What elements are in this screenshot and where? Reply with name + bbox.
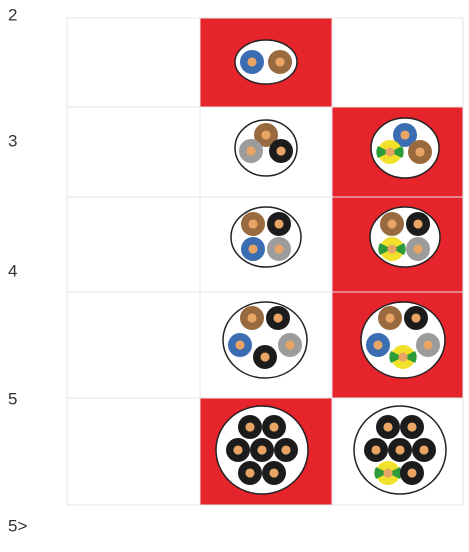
conductor-core: [419, 445, 429, 455]
cable-sheath: [230, 206, 302, 268]
conductor-core: [248, 244, 258, 254]
row-label: 2: [8, 5, 17, 24]
table-cell: [66, 106, 201, 198]
conductor-stripe: [390, 146, 404, 158]
table-cell: [66, 397, 201, 506]
conductor-core: [385, 313, 395, 323]
table-cell: [66, 17, 201, 108]
conductor-core: [276, 146, 286, 156]
conductor-core: [423, 340, 433, 350]
row-label: 4: [8, 261, 17, 280]
conductor-stripe: [403, 351, 417, 363]
conductor-core: [269, 422, 279, 432]
conductor-core: [275, 57, 285, 67]
conductor-core: [387, 244, 397, 254]
row-label: 5>: [8, 516, 27, 535]
conductor-core: [400, 130, 410, 140]
conductor-core: [248, 219, 258, 229]
conductor-core: [281, 445, 291, 455]
conductor-core: [247, 313, 257, 323]
conductor-core: [413, 219, 423, 229]
row-label: 3: [8, 131, 17, 150]
conductor-core: [261, 130, 271, 140]
conductor-core: [274, 219, 284, 229]
conductor-core: [407, 422, 417, 432]
conductor-core: [371, 445, 381, 455]
conductor-stripe: [392, 243, 406, 255]
conductor-core: [245, 468, 255, 478]
conductor-core: [260, 352, 270, 362]
row-label: 5: [8, 389, 17, 408]
conductor-core: [257, 445, 267, 455]
conductor-core: [398, 352, 408, 362]
conductor-core: [274, 244, 284, 254]
conductor-core: [269, 468, 279, 478]
conductor-stripe: [376, 146, 390, 158]
conductor-core: [373, 340, 383, 350]
conductor-core: [411, 313, 421, 323]
table-cell: [66, 291, 201, 399]
conductor-core: [413, 244, 423, 254]
conductor-core: [407, 468, 417, 478]
table-cell: [331, 17, 464, 108]
conductor-stripe: [378, 243, 392, 255]
conductor-stripe: [388, 467, 402, 479]
conductor-core: [395, 445, 405, 455]
conductor-core: [235, 340, 245, 350]
conductor-core: [247, 57, 257, 67]
conductor-core: [383, 422, 393, 432]
conductor-core: [415, 147, 425, 157]
cable-icons: [215, 39, 447, 495]
conductor-stripe: [374, 467, 388, 479]
table-cell: [66, 196, 201, 293]
conductor-core: [273, 313, 283, 323]
cable-sheath: [369, 206, 441, 268]
conductor-core: [387, 219, 397, 229]
conductor-core: [233, 445, 243, 455]
conductor-core: [246, 146, 256, 156]
conductor-core: [385, 147, 395, 157]
conductor-stripe: [389, 351, 403, 363]
conductor-core: [285, 340, 295, 350]
conductor-core: [245, 422, 255, 432]
conductor-core: [383, 468, 393, 478]
